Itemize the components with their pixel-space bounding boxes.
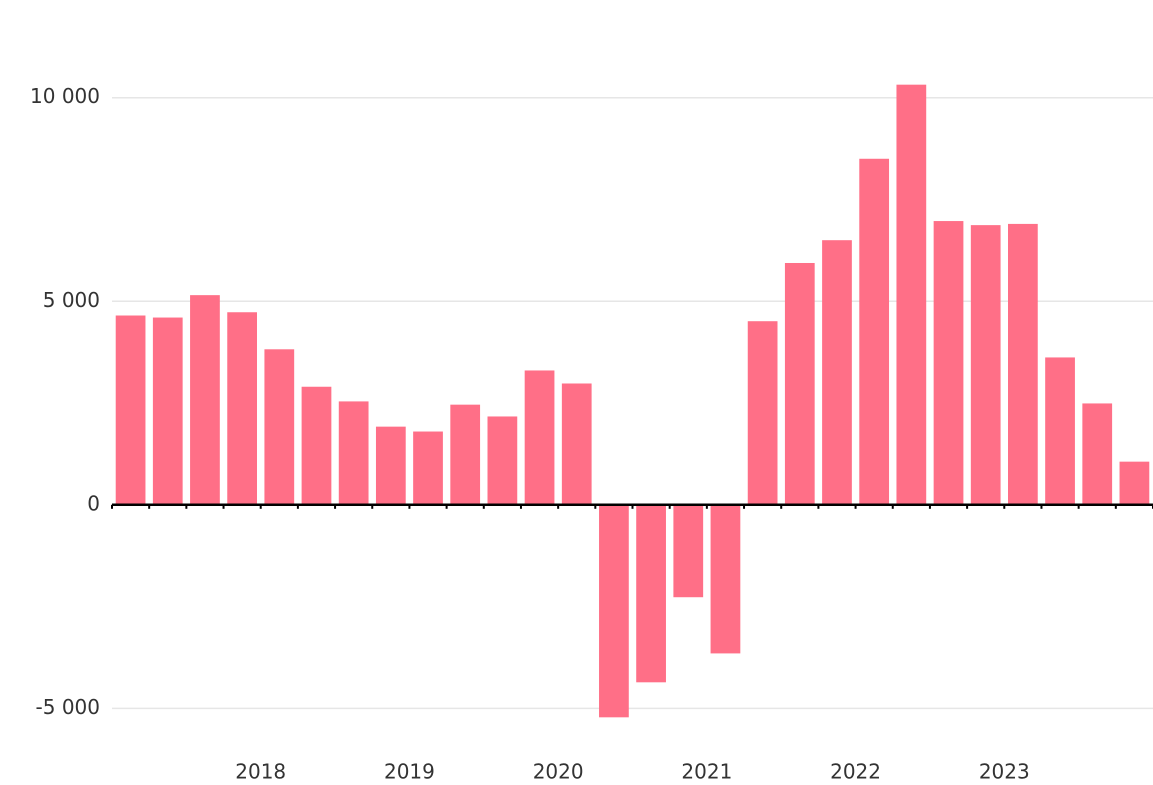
bar [227,312,257,505]
x-tick-label: 2018 [235,760,286,784]
bar [561,383,592,505]
bar [301,386,332,505]
bar [152,317,183,505]
bar [859,158,890,505]
bar [599,504,629,718]
bar [710,504,741,654]
bar [673,504,704,598]
bar [970,225,1001,505]
bar [375,426,406,505]
bar [413,431,443,505]
bar [1045,357,1075,505]
bar [487,416,518,505]
bar [896,84,927,505]
bar [338,401,369,505]
bar [933,221,964,505]
bar [450,404,481,505]
x-tick-label: 2022 [830,760,881,784]
bar [1119,461,1150,505]
y-tick-label: 5 000 [43,288,100,312]
bar [264,349,295,505]
y-tick-label: 0 [87,491,100,515]
bar [747,321,778,505]
bar [822,240,852,505]
bar [1082,403,1113,505]
y-tick-label: -5 000 [36,695,100,719]
y-tick-label: 10 000 [30,84,100,108]
bar [784,262,815,505]
bar [115,315,146,505]
x-tick-label: 2020 [533,760,584,784]
x-tick-label: 2021 [681,760,732,784]
bar [524,370,555,505]
bar [1008,223,1038,505]
bar [190,295,220,505]
bar [636,504,666,683]
x-tick-label: 2023 [979,760,1030,784]
x-tick-label: 2019 [384,760,435,784]
